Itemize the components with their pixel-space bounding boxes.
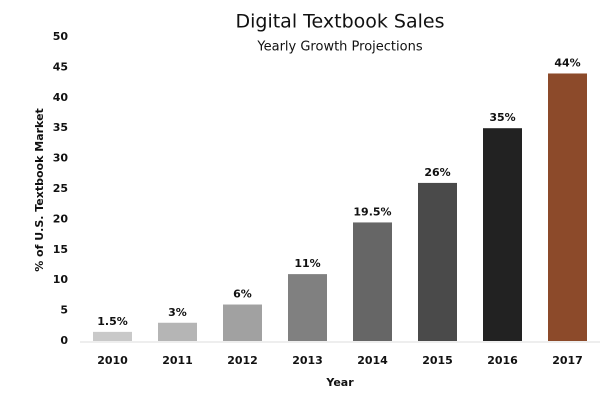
- bar: [483, 128, 522, 341]
- y-tick-label: 30: [53, 152, 69, 165]
- value-label: 44%: [554, 56, 580, 69]
- value-label: 26%: [424, 166, 450, 179]
- x-tick-label: 2014: [357, 354, 388, 367]
- y-tick-label: 5: [60, 304, 68, 317]
- x-tick-label: 2015: [422, 354, 453, 367]
- bar: [223, 304, 262, 341]
- x-tick-label: 2012: [227, 354, 258, 367]
- value-label: 3%: [168, 306, 187, 319]
- x-tick-label: 2016: [487, 354, 518, 367]
- y-tick-label: 35: [53, 121, 68, 134]
- bar: [158, 322, 197, 341]
- x-tick-label: 2017: [552, 354, 583, 367]
- x-tick-label: 2013: [292, 354, 323, 367]
- y-tick-label: 50: [53, 30, 69, 43]
- y-axis-label: % of U.S. Textbook Market: [33, 108, 46, 272]
- y-tick-label: 40: [53, 91, 69, 104]
- value-label: 1.5%: [97, 315, 128, 328]
- chart-subtitle: Yearly Growth Projections: [256, 40, 422, 55]
- value-label: 19.5%: [353, 205, 391, 218]
- y-tick-label: 0: [60, 334, 68, 347]
- chart-title: Digital Textbook Sales: [235, 11, 444, 33]
- value-label: 11%: [294, 257, 320, 270]
- x-tick-label: 2011: [162, 354, 193, 367]
- y-tick-label: 20: [53, 212, 69, 225]
- y-tick-label: 25: [53, 182, 68, 195]
- bar: [548, 73, 587, 341]
- y-tick-label: 15: [53, 243, 68, 256]
- y-tick-label: 45: [53, 60, 68, 73]
- x-axis-label: Year: [325, 376, 354, 389]
- bar: [93, 331, 132, 341]
- y-tick-label: 10: [53, 273, 69, 286]
- value-label: 35%: [489, 111, 515, 124]
- x-tick-label: 2010: [97, 354, 128, 367]
- bar: [418, 182, 457, 341]
- value-label: 6%: [233, 288, 252, 301]
- bar: [353, 222, 392, 341]
- bar: [288, 274, 327, 341]
